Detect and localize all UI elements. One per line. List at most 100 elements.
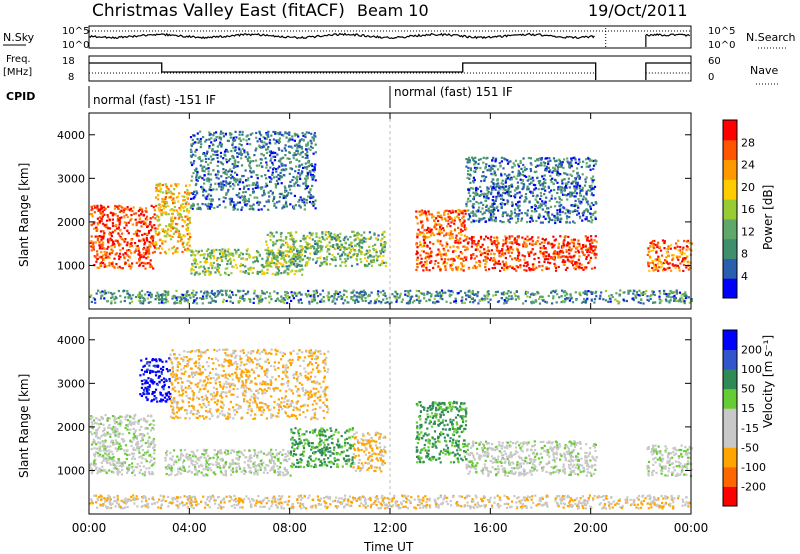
echo-cell [163, 200, 166, 203]
echo-cell [272, 168, 275, 171]
echo-cell [498, 262, 502, 265]
echo-cell [563, 301, 566, 304]
echo-cell [457, 246, 460, 249]
echo-cell [564, 182, 567, 185]
echo-cell [513, 292, 516, 295]
echo-cell [118, 223, 121, 226]
echo-cell [567, 259, 570, 262]
echo-cell [558, 162, 561, 165]
echo-cell [343, 236, 347, 239]
echo-cell [579, 194, 582, 197]
echo-cell [324, 262, 327, 265]
echo-cell [350, 241, 353, 244]
echo-cell [266, 184, 269, 187]
echo-cell [285, 291, 288, 294]
echo-cell [507, 191, 510, 194]
echo-cell [352, 299, 355, 302]
echo-cell [232, 201, 235, 204]
echo-cell [307, 257, 310, 260]
echo-cell [351, 230, 354, 233]
echo-cell [285, 189, 288, 192]
echo-cell [567, 244, 570, 247]
echo-cell [384, 301, 387, 304]
echo-cell [562, 240, 565, 243]
echo-cell [282, 251, 285, 255]
echo-cell [190, 163, 194, 167]
echo-cell [262, 189, 265, 192]
echo-cell [146, 246, 149, 249]
echo-cell [183, 195, 186, 198]
echo-cell [181, 250, 184, 253]
echo-cell [155, 214, 159, 217]
echo-cell [382, 231, 385, 234]
echo-cell [110, 248, 113, 251]
echo-cell [447, 289, 450, 292]
echo-cell [481, 193, 484, 196]
echo-cell [378, 263, 381, 267]
echo-cell [524, 199, 527, 202]
echo-cell [304, 250, 307, 253]
echo-cell [279, 193, 282, 196]
echo-cell [425, 266, 428, 269]
echo-cell [304, 181, 307, 184]
echo-cell [230, 200, 233, 203]
echo-cell [495, 185, 498, 188]
echo-cell [430, 295, 433, 298]
echo-cell [295, 240, 298, 243]
echo-cell [415, 217, 419, 220]
echo-cell [586, 200, 589, 203]
echo-cell [214, 182, 217, 185]
echo-cell [524, 169, 527, 172]
echo-cell [406, 294, 409, 298]
echo-cell [292, 157, 295, 160]
echo-cell [523, 268, 526, 272]
echo-cell [191, 175, 194, 178]
echo-cell [234, 252, 237, 255]
echo-cell [190, 155, 193, 158]
echo-cell [536, 176, 539, 180]
echo-cell [578, 176, 581, 179]
echo-cell [220, 182, 223, 185]
echo-cell [547, 254, 550, 257]
echo-cell [107, 245, 110, 248]
echo-cell [260, 300, 263, 303]
echo-cell [102, 243, 105, 246]
echo-cell [356, 231, 359, 234]
echo-cell [98, 220, 101, 223]
echo-cell [335, 298, 338, 301]
echo-cell [505, 296, 508, 299]
echo-cell [199, 297, 202, 300]
echo-cell [323, 260, 326, 263]
echo-cell [377, 295, 380, 298]
echo-cell [269, 238, 272, 242]
echo-cell [502, 293, 505, 296]
echo-cell [214, 150, 217, 153]
echo-cell [580, 188, 583, 192]
echo-cell [493, 236, 496, 239]
echo-cell [304, 245, 307, 249]
echo-cell [571, 194, 574, 197]
echo-cell [236, 152, 239, 155]
echo-cell [586, 239, 589, 242]
echo-cell [181, 242, 184, 245]
echo-cell [510, 176, 513, 179]
echo-cell [408, 301, 412, 304]
echo-cell [211, 149, 215, 152]
echo-cell [209, 252, 212, 255]
echo-cell [298, 144, 301, 147]
echo-cell [478, 264, 482, 268]
echo-cell [164, 301, 167, 304]
echo-cell [173, 188, 176, 191]
echo-cell [578, 215, 582, 218]
echo-cell [419, 262, 422, 265]
echo-cell [301, 250, 304, 253]
echo-cell [140, 225, 143, 228]
echo-cell [530, 216, 533, 219]
echo-cell [494, 260, 497, 263]
echo-cell [201, 297, 204, 300]
echo-cell [495, 249, 498, 252]
echo-cell [265, 148, 268, 151]
echo-cell [283, 301, 286, 305]
echo-cell [190, 179, 193, 182]
echo-cell [279, 131, 282, 134]
